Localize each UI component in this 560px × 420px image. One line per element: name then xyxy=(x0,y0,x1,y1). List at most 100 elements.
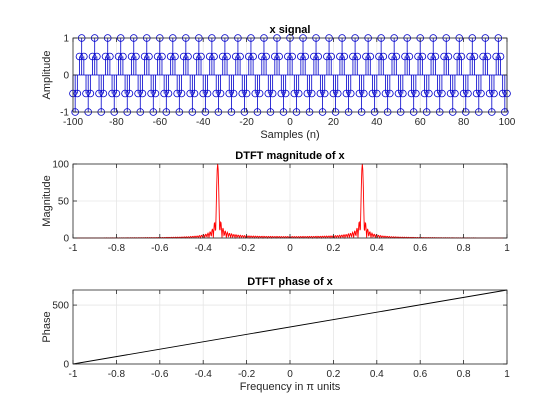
stem-marker xyxy=(379,52,388,61)
stem-marker xyxy=(268,89,277,98)
stem-marker xyxy=(93,52,101,61)
stem-marker xyxy=(362,52,370,61)
stem-marker xyxy=(394,89,403,98)
x-tick-label: 0.8 xyxy=(457,369,471,380)
stem-marker xyxy=(381,89,390,98)
stem-marker xyxy=(108,89,116,98)
stem-marker xyxy=(375,52,383,61)
stem-marker xyxy=(444,52,453,61)
y-axis-label: Phase xyxy=(41,311,53,342)
y-tick-label: 0 xyxy=(63,234,69,245)
y-axis-label: Amplitude xyxy=(41,51,53,100)
stem-marker xyxy=(407,89,416,98)
x-tick-label: -60 xyxy=(153,117,168,128)
x-tick-label: -0.2 xyxy=(238,243,256,254)
stem-marker xyxy=(314,52,323,61)
stem-marker xyxy=(225,89,234,98)
stem-marker xyxy=(199,89,208,98)
stem-marker xyxy=(271,52,279,61)
stem-marker xyxy=(132,52,140,61)
stem-marker xyxy=(485,89,494,98)
stem-marker xyxy=(303,89,312,98)
stem-marker xyxy=(438,89,446,98)
x-tick-label: -100 xyxy=(63,117,83,128)
y-tick-label: -1 xyxy=(60,108,69,119)
stem-marker xyxy=(125,89,134,98)
stem-marker xyxy=(229,89,238,98)
stem-marker xyxy=(205,52,214,61)
stem-marker xyxy=(386,89,394,98)
x-tick-label: 20 xyxy=(328,117,340,128)
stem-marker xyxy=(242,89,251,98)
stem-marker xyxy=(464,89,472,98)
y-axis-label: Magnitude xyxy=(41,175,53,226)
y-tick-label: 500 xyxy=(52,301,69,312)
stem-marker xyxy=(119,52,127,61)
stem-marker xyxy=(307,89,316,98)
stem-marker xyxy=(472,89,481,98)
stem-marker xyxy=(251,89,260,98)
stem-marker xyxy=(140,52,149,61)
phase-line xyxy=(72,289,508,365)
stem-marker xyxy=(342,89,351,98)
stem-marker xyxy=(177,89,186,98)
stem-marker xyxy=(320,89,329,98)
stem-marker xyxy=(95,89,103,98)
stem-marker xyxy=(431,52,440,61)
stem-marker xyxy=(212,89,221,98)
y-tick-label: 50 xyxy=(58,197,70,208)
stem-marker xyxy=(405,52,414,61)
stem-marker xyxy=(288,52,296,61)
stem-marker xyxy=(277,89,286,98)
stem-marker xyxy=(244,52,253,61)
y-tick-label: 100 xyxy=(52,160,69,171)
stem-marker xyxy=(459,89,468,98)
x-tick-label: -0.8 xyxy=(108,369,126,380)
stem-marker xyxy=(498,89,507,98)
stem-marker xyxy=(216,89,225,98)
x-tick-label: 0 xyxy=(287,369,293,380)
stem-marker xyxy=(238,89,247,98)
stem-marker xyxy=(262,52,270,61)
x-tick-label: -0.6 xyxy=(151,243,169,254)
x-tick-label: 80 xyxy=(458,117,470,128)
stem-marker xyxy=(457,52,466,61)
stem-marker xyxy=(186,89,194,98)
x-tick-label: -20 xyxy=(239,117,254,128)
stem-marker xyxy=(275,52,283,61)
stem-marker xyxy=(257,52,266,61)
stem-marker xyxy=(101,52,110,61)
x-tick-label: 0 xyxy=(287,117,293,128)
stem-marker xyxy=(114,52,123,61)
stem-marker xyxy=(479,52,487,61)
x-tick-label: 40 xyxy=(371,117,383,128)
stem-marker xyxy=(401,52,409,61)
stem-marker xyxy=(310,52,318,61)
stem-marker xyxy=(333,89,342,98)
stem-marker xyxy=(203,89,212,98)
x-tick-label: 0 xyxy=(287,243,293,254)
stem-marker xyxy=(255,89,264,98)
x-tick-label: -1 xyxy=(69,243,78,254)
stem-marker xyxy=(153,52,162,61)
stem-marker xyxy=(297,52,305,61)
stem-marker xyxy=(82,89,90,98)
x-tick-label: -0.4 xyxy=(195,369,213,380)
stem-marker xyxy=(349,52,357,61)
stem-marker xyxy=(179,52,188,61)
stem-marker xyxy=(446,89,455,98)
stem-marker xyxy=(496,52,505,61)
stem-marker xyxy=(223,52,231,61)
x-tick-label: 100 xyxy=(499,117,516,128)
stem-marker xyxy=(414,52,422,61)
x-tick-label: -0.6 xyxy=(151,369,169,380)
stem-marker xyxy=(483,52,492,61)
stem-marker xyxy=(80,52,88,61)
stem-marker xyxy=(249,52,257,61)
x-tick-label: -40 xyxy=(196,117,211,128)
stem-marker xyxy=(327,52,336,61)
stem-marker xyxy=(477,89,485,98)
stem-marker xyxy=(353,52,362,61)
stem-marker xyxy=(197,52,205,61)
